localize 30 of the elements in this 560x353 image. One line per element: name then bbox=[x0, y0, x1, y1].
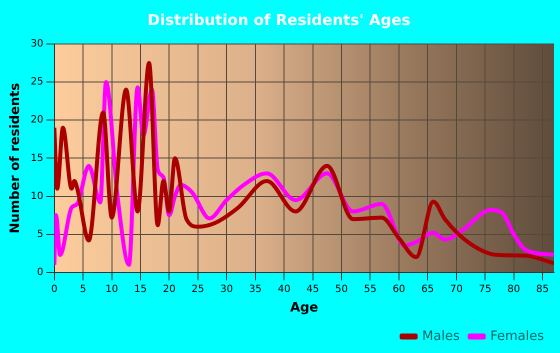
x-tick-label: 25 bbox=[192, 284, 204, 295]
y-tick-label: 20 bbox=[30, 114, 44, 126]
x-tick-label: 40 bbox=[278, 284, 290, 295]
x-tick-label: 65 bbox=[421, 284, 434, 295]
x-tick-label: 70 bbox=[450, 284, 463, 295]
chart-title: Distribution of Residents' Ages bbox=[148, 10, 411, 29]
legend-label: Males bbox=[422, 328, 460, 344]
x-tick-label: 15 bbox=[134, 284, 147, 295]
y-tick-label: 15 bbox=[30, 152, 44, 164]
x-tick-label: 35 bbox=[248, 284, 262, 295]
legend-label: Females bbox=[490, 328, 544, 344]
x-tick-label: 80 bbox=[507, 284, 520, 295]
x-tick-label: 5 bbox=[80, 284, 86, 295]
x-tick-label: 45 bbox=[306, 284, 320, 295]
x-tick-label: 10 bbox=[105, 284, 118, 295]
x-tick-label: 85 bbox=[536, 284, 549, 295]
x-tick-label: 60 bbox=[392, 284, 406, 295]
x-tick-label: 55 bbox=[364, 284, 377, 295]
x-tick-label: 30 bbox=[220, 284, 233, 295]
y-axis-title: Number of residents bbox=[8, 82, 24, 234]
y-tick-label: 25 bbox=[30, 76, 44, 88]
y-tick-label: 30 bbox=[30, 38, 44, 50]
y-tick-label: 5 bbox=[36, 228, 44, 240]
x-tick-label: 75 bbox=[478, 284, 492, 295]
y-tick-label: 0 bbox=[36, 266, 44, 278]
x-tick-label: 20 bbox=[162, 284, 176, 295]
x-tick-label: 50 bbox=[335, 284, 348, 295]
y-tick-label: 10 bbox=[30, 190, 44, 202]
x-tick-label: 0 bbox=[51, 284, 58, 295]
x-axis-title: Age bbox=[290, 300, 318, 316]
